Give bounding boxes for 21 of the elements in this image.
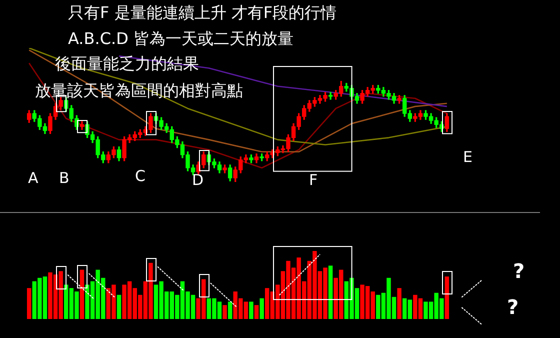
- bar: [26, 288, 32, 319]
- annotation: F: [309, 171, 318, 189]
- bar: [254, 305, 259, 319]
- annotation: C: [135, 167, 146, 185]
- bar: [80, 270, 84, 319]
- bar: [222, 305, 227, 319]
- annotation: A: [28, 169, 38, 187]
- bar: [444, 276, 450, 319]
- bar: [116, 294, 122, 319]
- text: 只有F 是量能連續上升 才有F段的行情: [68, 3, 337, 22]
- bar: [328, 266, 333, 319]
- text: ?: [513, 259, 525, 283]
- annotation: B: [59, 169, 70, 187]
- text: ?: [507, 295, 519, 319]
- bar: [249, 302, 254, 319]
- bar: [260, 298, 264, 319]
- bar: [228, 302, 232, 319]
- text: E: [463, 148, 472, 166]
- text: A.B.C.D 皆為一天或二天的放量: [68, 29, 294, 48]
- bar: [397, 288, 402, 319]
- annotation: D: [192, 171, 204, 189]
